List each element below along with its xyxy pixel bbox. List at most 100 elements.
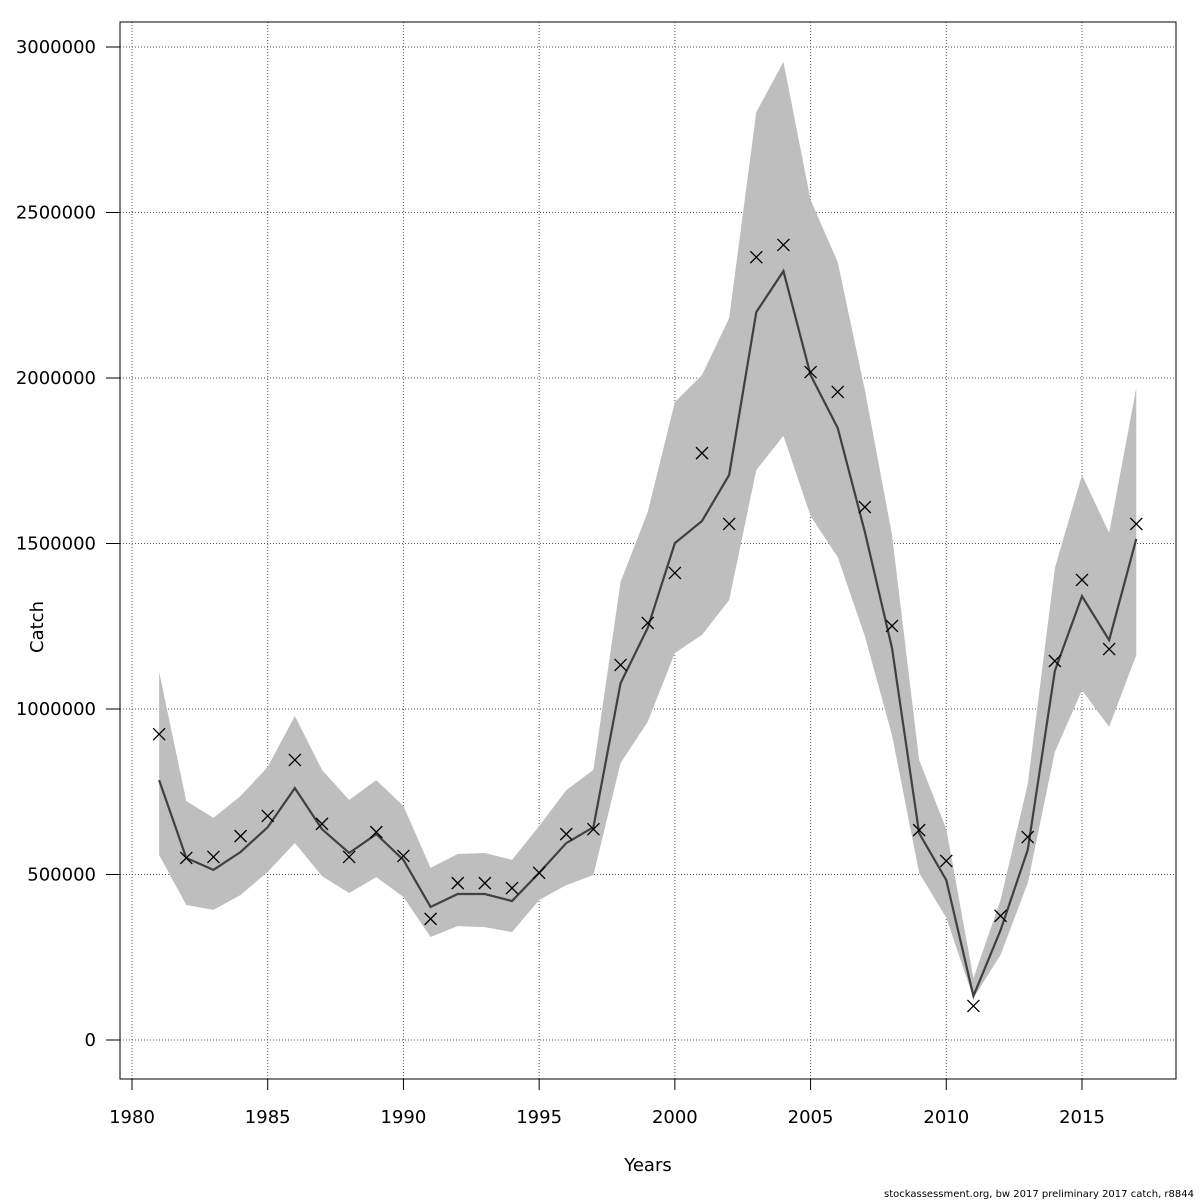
y-axis: 0 500000 1000000 1500000 2000000 2500000 30000… (16, 37, 120, 1051)
observed-point (152, 727, 166, 741)
observed-point (1129, 517, 1143, 531)
cross-mark (966, 999, 980, 1013)
plot-frame (119, 21, 1177, 1080)
observed-point (749, 250, 763, 264)
cross-mark (261, 809, 275, 823)
cross-mark (234, 829, 248, 843)
confidence-band (159, 61, 1137, 998)
observed-point (206, 850, 220, 864)
observed-point (505, 881, 519, 895)
y-tick-label: 1000000 (16, 699, 96, 720)
x-tick-label: 1995 (516, 1107, 562, 1128)
observed-point (315, 817, 329, 831)
cross-mark (885, 619, 899, 633)
cross-mark (424, 912, 438, 926)
observed-point (831, 385, 845, 399)
cross-mark (532, 866, 546, 880)
y-tick-label: 500000 (27, 865, 96, 886)
observed-point (1102, 642, 1116, 656)
observed-point (586, 822, 600, 836)
cross-mark (614, 658, 628, 672)
observed-point (342, 850, 356, 864)
cross-mark (342, 850, 356, 864)
cross-mark (1021, 830, 1035, 844)
x-axis-label: Years (623, 1155, 672, 1176)
fitted-line (158, 268, 1138, 1000)
cross-mark (804, 365, 818, 379)
cross-mark (206, 850, 220, 864)
confidence-band-area (159, 61, 1137, 998)
observed-point (396, 849, 410, 863)
observed-point (478, 876, 492, 890)
observed-point (179, 851, 193, 865)
observed-point (885, 619, 899, 633)
y-axis-label: Catch (27, 601, 48, 653)
cross-mark (695, 446, 709, 460)
observed-point (559, 827, 573, 841)
cross-mark (559, 827, 573, 841)
x-tick-label: 1985 (245, 1107, 291, 1128)
cross-mark (1129, 517, 1143, 531)
cross-mark (315, 817, 329, 831)
cross-mark (776, 238, 790, 252)
cross-mark (288, 753, 302, 767)
x-tick-label: 2015 (1059, 1107, 1105, 1128)
cross-mark (179, 851, 193, 865)
x-tick-label: 2000 (652, 1107, 698, 1128)
cross-mark (369, 825, 383, 839)
observed-point (695, 446, 709, 460)
cross-mark (1075, 573, 1089, 587)
cross-mark (586, 822, 600, 836)
y-tick-label: 3000000 (16, 37, 96, 58)
observed-point (994, 909, 1008, 923)
fitted-series-line (158, 268, 1138, 1000)
observed-point (369, 825, 383, 839)
observed-point (1021, 830, 1035, 844)
observed-point (912, 823, 926, 837)
observed-point (614, 658, 628, 672)
y-tick-label: 1500000 (16, 534, 96, 555)
observed-point (234, 829, 248, 843)
cross-mark (1102, 642, 1116, 656)
observed-point (641, 616, 655, 630)
observed-point (722, 517, 736, 531)
observed-point (966, 999, 980, 1013)
cross-mark (152, 727, 166, 741)
cross-mark (831, 385, 845, 399)
observed-point (451, 876, 465, 890)
cross-mark (1048, 654, 1062, 668)
observed-point (288, 753, 302, 767)
cross-mark (668, 566, 682, 580)
x-tick-label: 1990 (381, 1107, 427, 1128)
observed-point (261, 809, 275, 823)
footer-credit: stockassessment.org, bw 2017 preliminary… (884, 1189, 1194, 1200)
observed-point (939, 854, 953, 868)
cross-mark (641, 616, 655, 630)
cross-mark (749, 250, 763, 264)
observed-point (532, 866, 546, 880)
x-axis: 1980 1985 1990 1995 2000 2005 2010 2015 (109, 1079, 1105, 1128)
cross-mark (505, 881, 519, 895)
cross-mark (451, 876, 465, 890)
y-tick-label: 2000000 (16, 368, 96, 389)
y-tick-label: 2500000 (16, 203, 96, 224)
y-tick-label: 0 (85, 1030, 96, 1051)
observed-point (1048, 654, 1062, 668)
observed-point (776, 238, 790, 252)
x-tick-label: 1980 (109, 1107, 155, 1128)
observed-markers (152, 238, 1143, 1013)
observed-point (1075, 573, 1089, 587)
observed-point (858, 500, 872, 514)
observed-point (804, 365, 818, 379)
cross-mark (396, 849, 410, 863)
x-tick-label: 2010 (923, 1107, 969, 1128)
observed-point (668, 566, 682, 580)
cross-mark (722, 517, 736, 531)
x-tick-label: 2005 (788, 1107, 834, 1128)
cross-mark (478, 876, 492, 890)
cross-mark (912, 823, 926, 837)
cross-mark (858, 500, 872, 514)
cross-mark (994, 909, 1008, 923)
observed-point (424, 912, 438, 926)
